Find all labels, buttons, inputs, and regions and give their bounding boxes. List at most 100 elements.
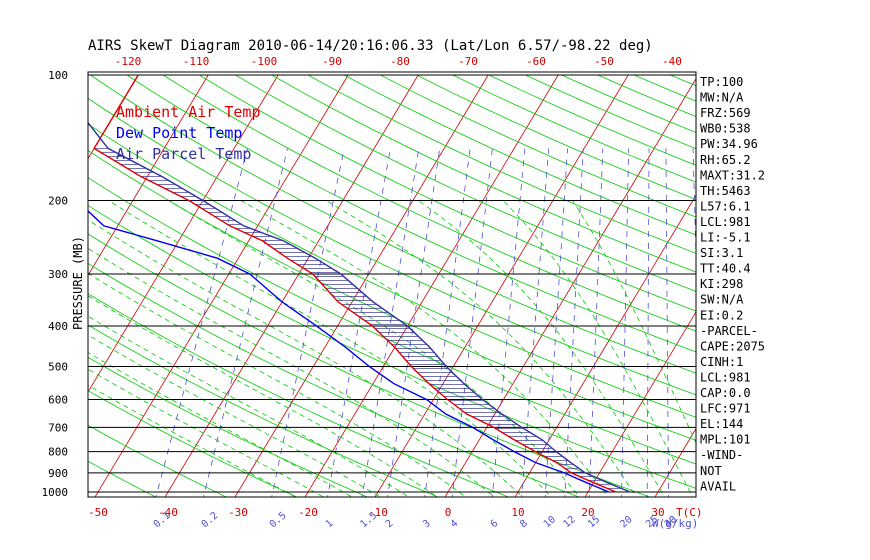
- stat-item: CAP:0.0: [700, 386, 751, 400]
- pressure-tick-label: 700: [48, 421, 68, 434]
- legend-air-parcel-temp: Air Parcel Temp: [116, 145, 251, 163]
- mixing-ratio-line: [271, 148, 345, 497]
- isotherm-line: [654, 427, 696, 497]
- mixing-ratio-tick-label: 0.2: [200, 510, 221, 530]
- dry-adiabat-line: [162, 74, 696, 332]
- mixing-ratio-line: [451, 148, 493, 497]
- temp-top-tick-label: -40: [662, 55, 682, 68]
- stat-item: TT:40.4: [700, 262, 751, 276]
- temp-top-tick-label: -50: [594, 55, 614, 68]
- stat-item: EL:144: [700, 417, 743, 431]
- mixing-ratio-tick-label: 8: [518, 518, 530, 530]
- isotherm-line: [94, 74, 349, 497]
- temp-bottom-tick-label: -20: [298, 506, 318, 519]
- pressure-tick-labels: 100 200 300 400 500 600 700 800 900 1000: [42, 69, 69, 499]
- isotherm-line: [514, 194, 696, 497]
- temp-top-tick-label: -70: [458, 55, 478, 68]
- stat-item: MAXT:31.2: [700, 168, 765, 182]
- temp-bottom-tick-label: -10: [368, 506, 388, 519]
- temp-bottom-tick-label: 10: [511, 506, 524, 519]
- pressure-tick-label: 600: [48, 393, 68, 406]
- isotherm-line: [584, 311, 696, 497]
- temp-top-tick-labels: -120 -110 -100 -90 -80 -70 -60 -50 -40: [115, 55, 682, 68]
- legend-ambient-air-temp: Ambient Air Temp: [116, 103, 261, 121]
- pressure-tick-label: 400: [48, 320, 68, 333]
- moist-adiabat-line: [325, 200, 637, 497]
- pressure-tick-label: 100: [48, 69, 68, 82]
- stat-item: MW:N/A: [700, 91, 744, 105]
- dry-adiabat-line: [88, 177, 696, 465]
- dry-adiabat-line: [815, 75, 870, 501]
- mixing-ratio-line: [155, 148, 248, 497]
- temp-top-tick-label: -110: [183, 55, 210, 68]
- moist-adiabat-line: [88, 295, 438, 497]
- mixing-ratio-tick-label: 3: [421, 518, 433, 530]
- dry-adiabat-line: [307, 74, 696, 254]
- dry-adiabat-line: [88, 324, 439, 497]
- pressure-tick-label: 200: [48, 195, 68, 208]
- moist-adiabat-line: [240, 200, 609, 497]
- moist-adiabat-line: [88, 384, 297, 497]
- stat-item: AVAIL: [700, 479, 736, 493]
- stat-item: -WIND-: [700, 448, 743, 462]
- stat-item: LCL:981: [700, 370, 751, 384]
- temp-bottom-tick-label: -30: [228, 506, 248, 519]
- series-line-dew-point-temp: [88, 210, 610, 493]
- temp-top-tick-label: -100: [251, 55, 278, 68]
- temp-bottom-tick-labels: -50 -40 -30 -20 -10 0 10 20 30: [88, 506, 665, 519]
- plot-frame: [87, 71, 697, 498]
- dry-adiabat-line: [343, 74, 696, 236]
- dry-adiabat-line: [88, 233, 651, 497]
- dry-adiabat-line: [271, 74, 696, 273]
- dry-adiabat-line: [380, 74, 696, 218]
- pressure-tick-label: 800: [48, 446, 68, 459]
- dry-adiabat-line: [88, 262, 581, 497]
- stat-item: LFC:971: [700, 402, 751, 416]
- temp-bottom-tick-label: -50: [88, 506, 108, 519]
- stat-item: FRZ:569: [700, 106, 751, 120]
- stat-item: LCL:981: [700, 215, 751, 229]
- stat-item: -PARCEL-: [700, 324, 758, 338]
- stat-item: PW:34.96: [700, 137, 758, 151]
- mixing-ratio-tick-label: 10: [542, 514, 558, 530]
- dry-adiabat-line: [88, 460, 157, 497]
- mixing-ratio-tick-label: 4: [449, 518, 461, 530]
- dry-adiabat-line: [88, 356, 369, 497]
- stat-item: MPL:101: [700, 433, 751, 447]
- dry-adiabat-line: [88, 150, 696, 441]
- isotherm-line: [0, 75, 68, 501]
- x-axis-label-tc: T(C): [676, 506, 703, 519]
- mixing-ratio-line: [203, 148, 288, 497]
- legend-dew-point-temp: Dew Point Temp: [116, 124, 242, 142]
- dry-adiabat-line: [235, 74, 696, 292]
- moist-adiabat-line: [108, 200, 552, 497]
- mixing-ratio-line: [646, 148, 650, 497]
- moist-adiabat-line: [572, 200, 696, 444]
- series-line-air-parcel-temp: [88, 121, 631, 493]
- isotherm-line: [374, 74, 629, 497]
- dry-adiabat-line: [779, 75, 870, 501]
- dry-adiabat-line: [88, 293, 510, 497]
- moist-adiabat-line: [502, 200, 694, 497]
- isotherm-line: [304, 74, 559, 497]
- moist-adiabat-line: [88, 368, 325, 497]
- dry-adiabat-line: [88, 424, 228, 497]
- stat-item: TP:100: [700, 75, 743, 89]
- mixing-ratio-tick-label: 20: [618, 514, 634, 530]
- stat-item: SI:3.1: [700, 246, 743, 260]
- pressure-tick-label: 500: [48, 360, 68, 373]
- dry-adiabat-line: [488, 74, 696, 166]
- legend: Ambient Air Temp Dew Point Temp Air Parc…: [116, 103, 261, 163]
- temp-top-tick-label: -90: [322, 55, 342, 68]
- mixing-ratio-line: [692, 148, 696, 270]
- mixing-ratio-tick-label: 6: [489, 518, 501, 530]
- moist-adiabat-line: [418, 200, 665, 497]
- isotherm-line: [793, 75, 870, 501]
- moist-adiabat-line: [88, 247, 495, 497]
- stat-item: KI:298: [700, 277, 743, 291]
- temp-bottom-tick-label: 30: [651, 506, 664, 519]
- mixing-ratio-line: [665, 148, 669, 497]
- dry-adiabat-line: [90, 74, 696, 374]
